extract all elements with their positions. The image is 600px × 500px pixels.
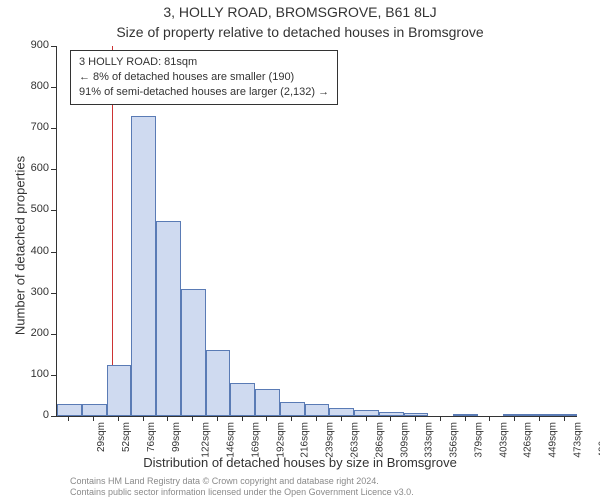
x-tick-label: 192sqm: [275, 422, 286, 458]
y-tick: [51, 128, 56, 129]
x-tick: [366, 416, 367, 421]
credits-line-1: Contains HM Land Registry data © Crown c…: [70, 476, 590, 487]
x-tick-label: 309sqm: [399, 422, 410, 458]
y-tick-label: 400: [9, 245, 49, 257]
x-tick: [539, 416, 540, 421]
x-tick: [266, 416, 267, 421]
histogram-bar: [329, 408, 354, 416]
x-tick: [316, 416, 317, 421]
x-tick-label: 356sqm: [449, 422, 460, 458]
y-tick: [51, 416, 56, 417]
y-tick-label: 900: [9, 39, 49, 51]
x-tick-label: 99sqm: [171, 422, 182, 452]
x-tick-label: 473sqm: [572, 422, 583, 458]
histogram-bar: [552, 414, 577, 416]
x-tick: [341, 416, 342, 421]
x-tick-label: 216sqm: [300, 422, 311, 458]
x-tick-label: 146sqm: [226, 422, 237, 458]
x-tick: [564, 416, 565, 421]
x-tick: [143, 416, 144, 421]
histogram-bar: [131, 116, 156, 416]
x-tick: [242, 416, 243, 421]
histogram-bar: [107, 365, 132, 416]
chart-title: Size of property relative to detached ho…: [0, 24, 600, 40]
x-tick: [118, 416, 119, 421]
histogram-bar: [156, 221, 181, 416]
x-tick: [192, 416, 193, 421]
x-tick-label: 379sqm: [473, 422, 484, 458]
annotation-line-3: 91% of semi-detached houses are larger (…: [79, 85, 329, 100]
y-tick: [51, 252, 56, 253]
histogram-bar: [453, 414, 478, 416]
y-tick-label: 200: [9, 327, 49, 339]
x-tick-label: 169sqm: [251, 422, 262, 458]
x-tick: [440, 416, 441, 421]
x-tick-label: 286sqm: [374, 422, 385, 458]
page-title-address: 3, HOLLY ROAD, BROMSGROVE, B61 8LJ: [0, 4, 600, 20]
y-tick: [51, 375, 56, 376]
x-tick-label: 52sqm: [121, 422, 132, 452]
x-tick: [291, 416, 292, 421]
histogram-bar: [230, 383, 255, 416]
histogram-bar: [82, 404, 107, 416]
histogram-bar: [206, 350, 231, 416]
y-tick-label: 100: [9, 368, 49, 380]
y-tick: [51, 87, 56, 88]
x-tick-label: 29sqm: [96, 422, 107, 452]
y-tick-label: 500: [9, 203, 49, 215]
x-tick-label: 403sqm: [498, 422, 509, 458]
y-tick-label: 700: [9, 121, 49, 133]
y-tick: [51, 46, 56, 47]
histogram-bar: [181, 289, 206, 416]
x-tick-label: 449sqm: [548, 422, 559, 458]
y-tick: [51, 210, 56, 211]
x-tick-label: 76sqm: [146, 422, 157, 452]
x-tick-label: 122sqm: [201, 422, 212, 458]
annotation-line-2: ← 8% of detached houses are smaller (190…: [79, 70, 329, 85]
annotation-line-1: 3 HOLLY ROAD: 81sqm: [79, 55, 329, 70]
histogram-bar: [57, 404, 82, 416]
x-tick-label: 426sqm: [523, 422, 534, 458]
x-tick: [465, 416, 466, 421]
y-tick-label: 600: [9, 162, 49, 174]
histogram-bar: [527, 414, 552, 416]
y-tick: [51, 169, 56, 170]
histogram-bar: [255, 389, 280, 416]
x-tick: [167, 416, 168, 421]
credits-line-2: Contains public sector information licen…: [70, 487, 590, 498]
histogram-bar: [305, 404, 330, 416]
x-tick-label: 263sqm: [350, 422, 361, 458]
y-tick-label: 300: [9, 286, 49, 298]
credits-block: Contains HM Land Registry data © Crown c…: [70, 476, 590, 499]
y-tick-label: 0: [9, 409, 49, 421]
x-tick: [415, 416, 416, 421]
x-tick-label: 333sqm: [424, 422, 435, 458]
y-tick-label: 800: [9, 80, 49, 92]
x-tick: [514, 416, 515, 421]
x-tick: [93, 416, 94, 421]
histogram-bar: [354, 410, 379, 416]
x-tick: [489, 416, 490, 421]
x-tick-label: 239sqm: [325, 422, 336, 458]
x-tick: [390, 416, 391, 421]
x-tick: [68, 416, 69, 421]
y-tick: [51, 293, 56, 294]
histogram-bar: [280, 402, 305, 416]
x-tick: [217, 416, 218, 421]
annotation-box: 3 HOLLY ROAD: 81sqm ← 8% of detached hou…: [70, 50, 338, 105]
y-tick: [51, 334, 56, 335]
